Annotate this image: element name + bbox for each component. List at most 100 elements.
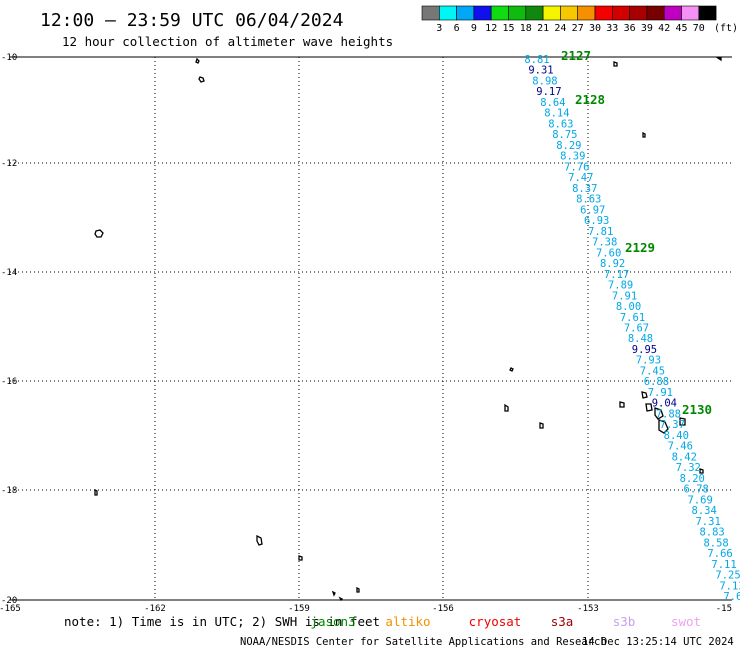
- pass-number: 2129: [625, 240, 655, 255]
- island: [509, 367, 514, 372]
- wave-height-value: 8.00: [616, 301, 641, 313]
- wave-height-value: 8.42: [672, 451, 697, 463]
- legend-tick-label: 3: [436, 23, 442, 34]
- wave-height-value: 7.91: [612, 290, 637, 302]
- gridlines: [10, 57, 732, 600]
- island: [654, 407, 664, 420]
- wave-height-value: 7.69: [723, 591, 740, 603]
- wave-height-value: 8.14: [544, 108, 569, 120]
- wave-height-value: 8.63: [548, 118, 573, 130]
- wave-height-value: 7.13: [719, 580, 740, 592]
- color-legend: 3 6 9 12 15 18 21 24 27 30 33 36 39 42 45 70: [421, 5, 717, 34]
- longitude-label: -156: [432, 604, 454, 614]
- wave-height-value: 9.17: [536, 86, 561, 98]
- legend-color-swatch: [646, 5, 665, 21]
- wave-height-value: 7.37: [660, 419, 685, 431]
- island: [94, 229, 104, 238]
- legend-color-swatch: [681, 5, 700, 21]
- wave-height-value: 7.25: [715, 570, 740, 582]
- island: [642, 131, 646, 138]
- pass-numbers: 2127 2128 2129 2130: [561, 48, 712, 417]
- island: [331, 590, 336, 597]
- wave-height-value: 7.11: [711, 559, 736, 571]
- legend-color-swatch: [594, 5, 613, 21]
- legend-tick-label: 15: [502, 23, 514, 34]
- wave-height-value: 8.34: [692, 505, 717, 517]
- wave-height-value: 8.48: [628, 333, 653, 345]
- wave-height-value: 9.04: [652, 398, 677, 410]
- island: [679, 417, 686, 426]
- wave-height-value: 7.38: [592, 237, 617, 249]
- island: [699, 468, 704, 474]
- legend-tick-label: 6: [454, 23, 460, 34]
- wave-height-value: 7.47: [568, 172, 593, 184]
- wave-height-value: 7.45: [640, 365, 665, 377]
- satellite-name: swot: [671, 614, 701, 629]
- pass-number: 2130: [682, 402, 712, 417]
- wave-height-value: 7.31: [695, 516, 720, 528]
- legend-color-swatch: [542, 5, 561, 21]
- wave-height-value: 6.93: [584, 215, 609, 227]
- legend-color-swatch: [577, 5, 596, 21]
- latitude-label: -18: [1, 486, 17, 496]
- satellite-name: s3b: [613, 614, 636, 629]
- island: [645, 403, 653, 412]
- wave-height-value: 7.17: [604, 269, 629, 281]
- island: [198, 76, 205, 83]
- legend-tick-label: 70: [693, 23, 705, 34]
- pass-number: 2127: [561, 48, 591, 63]
- island: [338, 596, 344, 602]
- satellite-name: s3a: [551, 614, 574, 629]
- legend-color-swatch: [611, 5, 630, 21]
- wave-height-value: 7.46: [668, 441, 693, 453]
- longitude-label: -159: [288, 604, 310, 614]
- island: [94, 488, 98, 496]
- legend-tick-label: 18: [520, 23, 532, 34]
- wave-height-value: 8.29: [556, 140, 581, 152]
- wave-height-value: 6.78: [684, 484, 709, 496]
- island-outlines: [94, 57, 722, 602]
- legend-color-swatch: [508, 5, 527, 21]
- legend-unit: (ft): [714, 23, 738, 34]
- longitude-label: -153: [577, 604, 599, 614]
- legend-color-swatch: [663, 5, 682, 21]
- page-title: 12:00 – 23:59 UTC 06/04/2024: [40, 10, 343, 31]
- legend-tick-label: 9: [471, 23, 477, 34]
- footer-timestamp: 14 Dec 13:25:14 UTC 2024: [582, 636, 734, 648]
- legend-tick-label: 42: [658, 23, 670, 34]
- legend-tick-label: 39: [641, 23, 653, 34]
- island: [613, 61, 618, 67]
- wave-height-value: 8.98: [532, 75, 557, 87]
- satellite-name: cryosat: [469, 614, 522, 629]
- legend-color-swatch: [421, 5, 440, 21]
- wave-height-value: 7.76: [564, 161, 589, 173]
- wave-height-value: 8.75: [552, 129, 577, 141]
- wave-height-value: 8.20: [680, 473, 705, 485]
- wave-height-value: 7.60: [596, 247, 621, 259]
- latitude-label: -16: [1, 377, 17, 387]
- wave-height-value: 7.91: [648, 387, 673, 399]
- legend-tick-label: 45: [675, 23, 687, 34]
- wave-height-value: 7.66: [707, 548, 732, 560]
- island: [539, 422, 544, 429]
- wave-height-value: 8.40: [664, 430, 689, 442]
- legend-tick-label: 33: [606, 23, 618, 34]
- legend-color-swatch: [456, 5, 475, 21]
- latitude-label: -20: [1, 596, 17, 606]
- longitude-label: -165: [0, 604, 21, 614]
- wave-height-value: 7.81: [588, 226, 613, 238]
- legend-tick-label: 27: [572, 23, 584, 34]
- island: [619, 401, 625, 408]
- island: [356, 586, 360, 593]
- legend-color-swatch: [473, 5, 492, 21]
- wave-height-value: 8.64: [540, 97, 565, 109]
- wave-height-value: 7.69: [688, 494, 713, 506]
- wave-height-value: 9.31: [528, 65, 553, 77]
- wave-height-value: 7.93: [636, 355, 661, 367]
- wave-height-value: 8.92: [600, 258, 625, 270]
- satellite-name: altiko: [385, 614, 430, 629]
- island: [256, 534, 263, 546]
- latitude-label: -10: [1, 53, 17, 63]
- wave-height-value: 9.95: [632, 344, 657, 356]
